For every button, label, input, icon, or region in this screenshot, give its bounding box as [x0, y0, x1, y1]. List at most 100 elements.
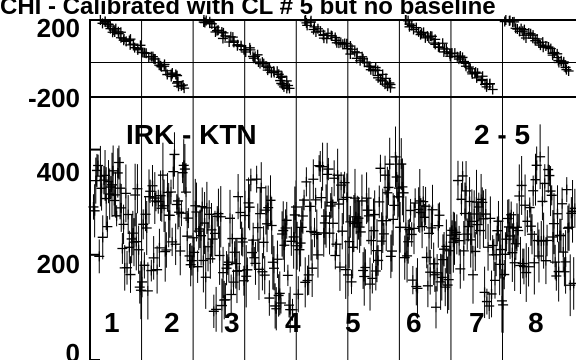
amplitude-point — [341, 192, 352, 203]
amplitude-point — [294, 244, 305, 255]
amplitude-point — [363, 210, 374, 221]
amplitude-point — [242, 264, 253, 275]
amplitude-point — [147, 180, 158, 191]
amplitude-point — [429, 269, 440, 280]
phase-point — [527, 33, 538, 44]
amplitude-point — [388, 214, 399, 225]
amplitude-point — [535, 151, 546, 162]
amplitude-point — [362, 205, 373, 216]
phase-point — [349, 46, 360, 57]
amplitude-point — [168, 166, 179, 177]
phase-ytick-label: -200 — [28, 83, 80, 113]
phase-point — [384, 77, 395, 88]
amplitude-point — [282, 270, 293, 281]
phase-marks — [95, 15, 574, 95]
amplitude-point — [544, 170, 555, 181]
amplitude-point — [347, 242, 358, 253]
amplitude-point — [493, 216, 504, 227]
amplitude-point — [243, 197, 254, 208]
amplitude-point — [366, 235, 377, 246]
amplitude-point — [279, 240, 290, 251]
segment-label: 3 — [224, 307, 240, 338]
amplitude-point — [190, 200, 201, 211]
amplitude-point — [402, 250, 413, 261]
phase-point — [455, 51, 466, 62]
amplitude-point — [161, 244, 172, 255]
phase-point — [170, 69, 181, 80]
phase-point — [487, 84, 498, 95]
amplitude-point — [237, 237, 248, 248]
amplitude-point — [293, 289, 304, 300]
amplitude-point — [192, 261, 203, 272]
amplitude-point — [252, 222, 263, 233]
phase-point — [135, 40, 146, 51]
amplitude-point — [322, 169, 333, 180]
amplitude-point — [241, 271, 252, 282]
amplitude-point — [108, 165, 119, 176]
phase-point — [250, 51, 261, 62]
amplitude-point — [182, 231, 193, 242]
amplitude-point — [513, 225, 524, 236]
phase-point — [540, 41, 551, 52]
amplitude-point — [201, 202, 212, 213]
amplitude-point — [116, 202, 127, 213]
amplitude-point — [117, 243, 128, 254]
amplitude-point — [175, 245, 186, 256]
amplitude-point — [146, 265, 157, 276]
segment-label: 8 — [528, 307, 544, 338]
phase-point — [484, 79, 495, 90]
amplitude-point — [179, 164, 190, 175]
amplitude-point — [333, 199, 344, 210]
amplitude-point — [398, 187, 409, 198]
amplitude-point — [365, 279, 376, 290]
amplitude-point — [311, 229, 322, 240]
amplitude-point — [417, 221, 428, 232]
amplitude-point — [382, 187, 393, 198]
phase-point — [437, 38, 448, 49]
amplitude-point — [131, 236, 142, 247]
baseline-index-label: 2 - 5 — [474, 119, 530, 150]
amplitude-point — [396, 159, 407, 170]
amplitude-point — [427, 204, 438, 215]
amplitude-point — [274, 288, 285, 299]
amplitude-point — [186, 255, 197, 266]
amplitude-point — [132, 183, 143, 194]
phase-point — [411, 22, 422, 33]
amplitude-point — [193, 226, 204, 237]
amplitude-point — [302, 275, 313, 286]
amplitude-point — [465, 234, 476, 245]
amplitude-point — [200, 272, 211, 283]
amplitude-point — [422, 280, 433, 291]
amplitude-point — [451, 229, 462, 240]
amplitude-point — [530, 174, 541, 185]
amplitude-point — [215, 211, 226, 222]
amplitude-point — [397, 181, 408, 192]
amplitude-point — [418, 196, 429, 207]
amplitude-point — [483, 242, 494, 253]
amplitude-point — [506, 209, 517, 220]
amplitude-point — [264, 293, 275, 304]
amplitude-point — [390, 151, 401, 162]
phase-point — [375, 74, 386, 85]
phase-point — [543, 42, 554, 53]
amplitude-point — [275, 298, 286, 309]
phase-point — [463, 62, 474, 73]
amplitude-point — [552, 208, 563, 219]
amplitude-point — [137, 276, 148, 287]
phase-point — [547, 50, 558, 61]
amplitude-point — [265, 195, 276, 206]
amplitude-point — [280, 223, 291, 234]
amplitude-point — [312, 249, 323, 260]
amplitude-point — [376, 236, 387, 247]
amplitude-point — [259, 270, 270, 281]
amplitude-point — [499, 269, 510, 280]
phase-panel: 200 -200 — [28, 13, 576, 113]
segment-label: 5 — [345, 307, 361, 338]
amplitude-point — [176, 208, 187, 219]
amplitude-point — [93, 160, 104, 171]
amplitude-point — [160, 246, 171, 257]
amplitude-point — [115, 183, 126, 194]
amplitude-point — [443, 274, 454, 285]
amplitude-point — [226, 289, 237, 300]
amplitude-point — [289, 209, 300, 220]
